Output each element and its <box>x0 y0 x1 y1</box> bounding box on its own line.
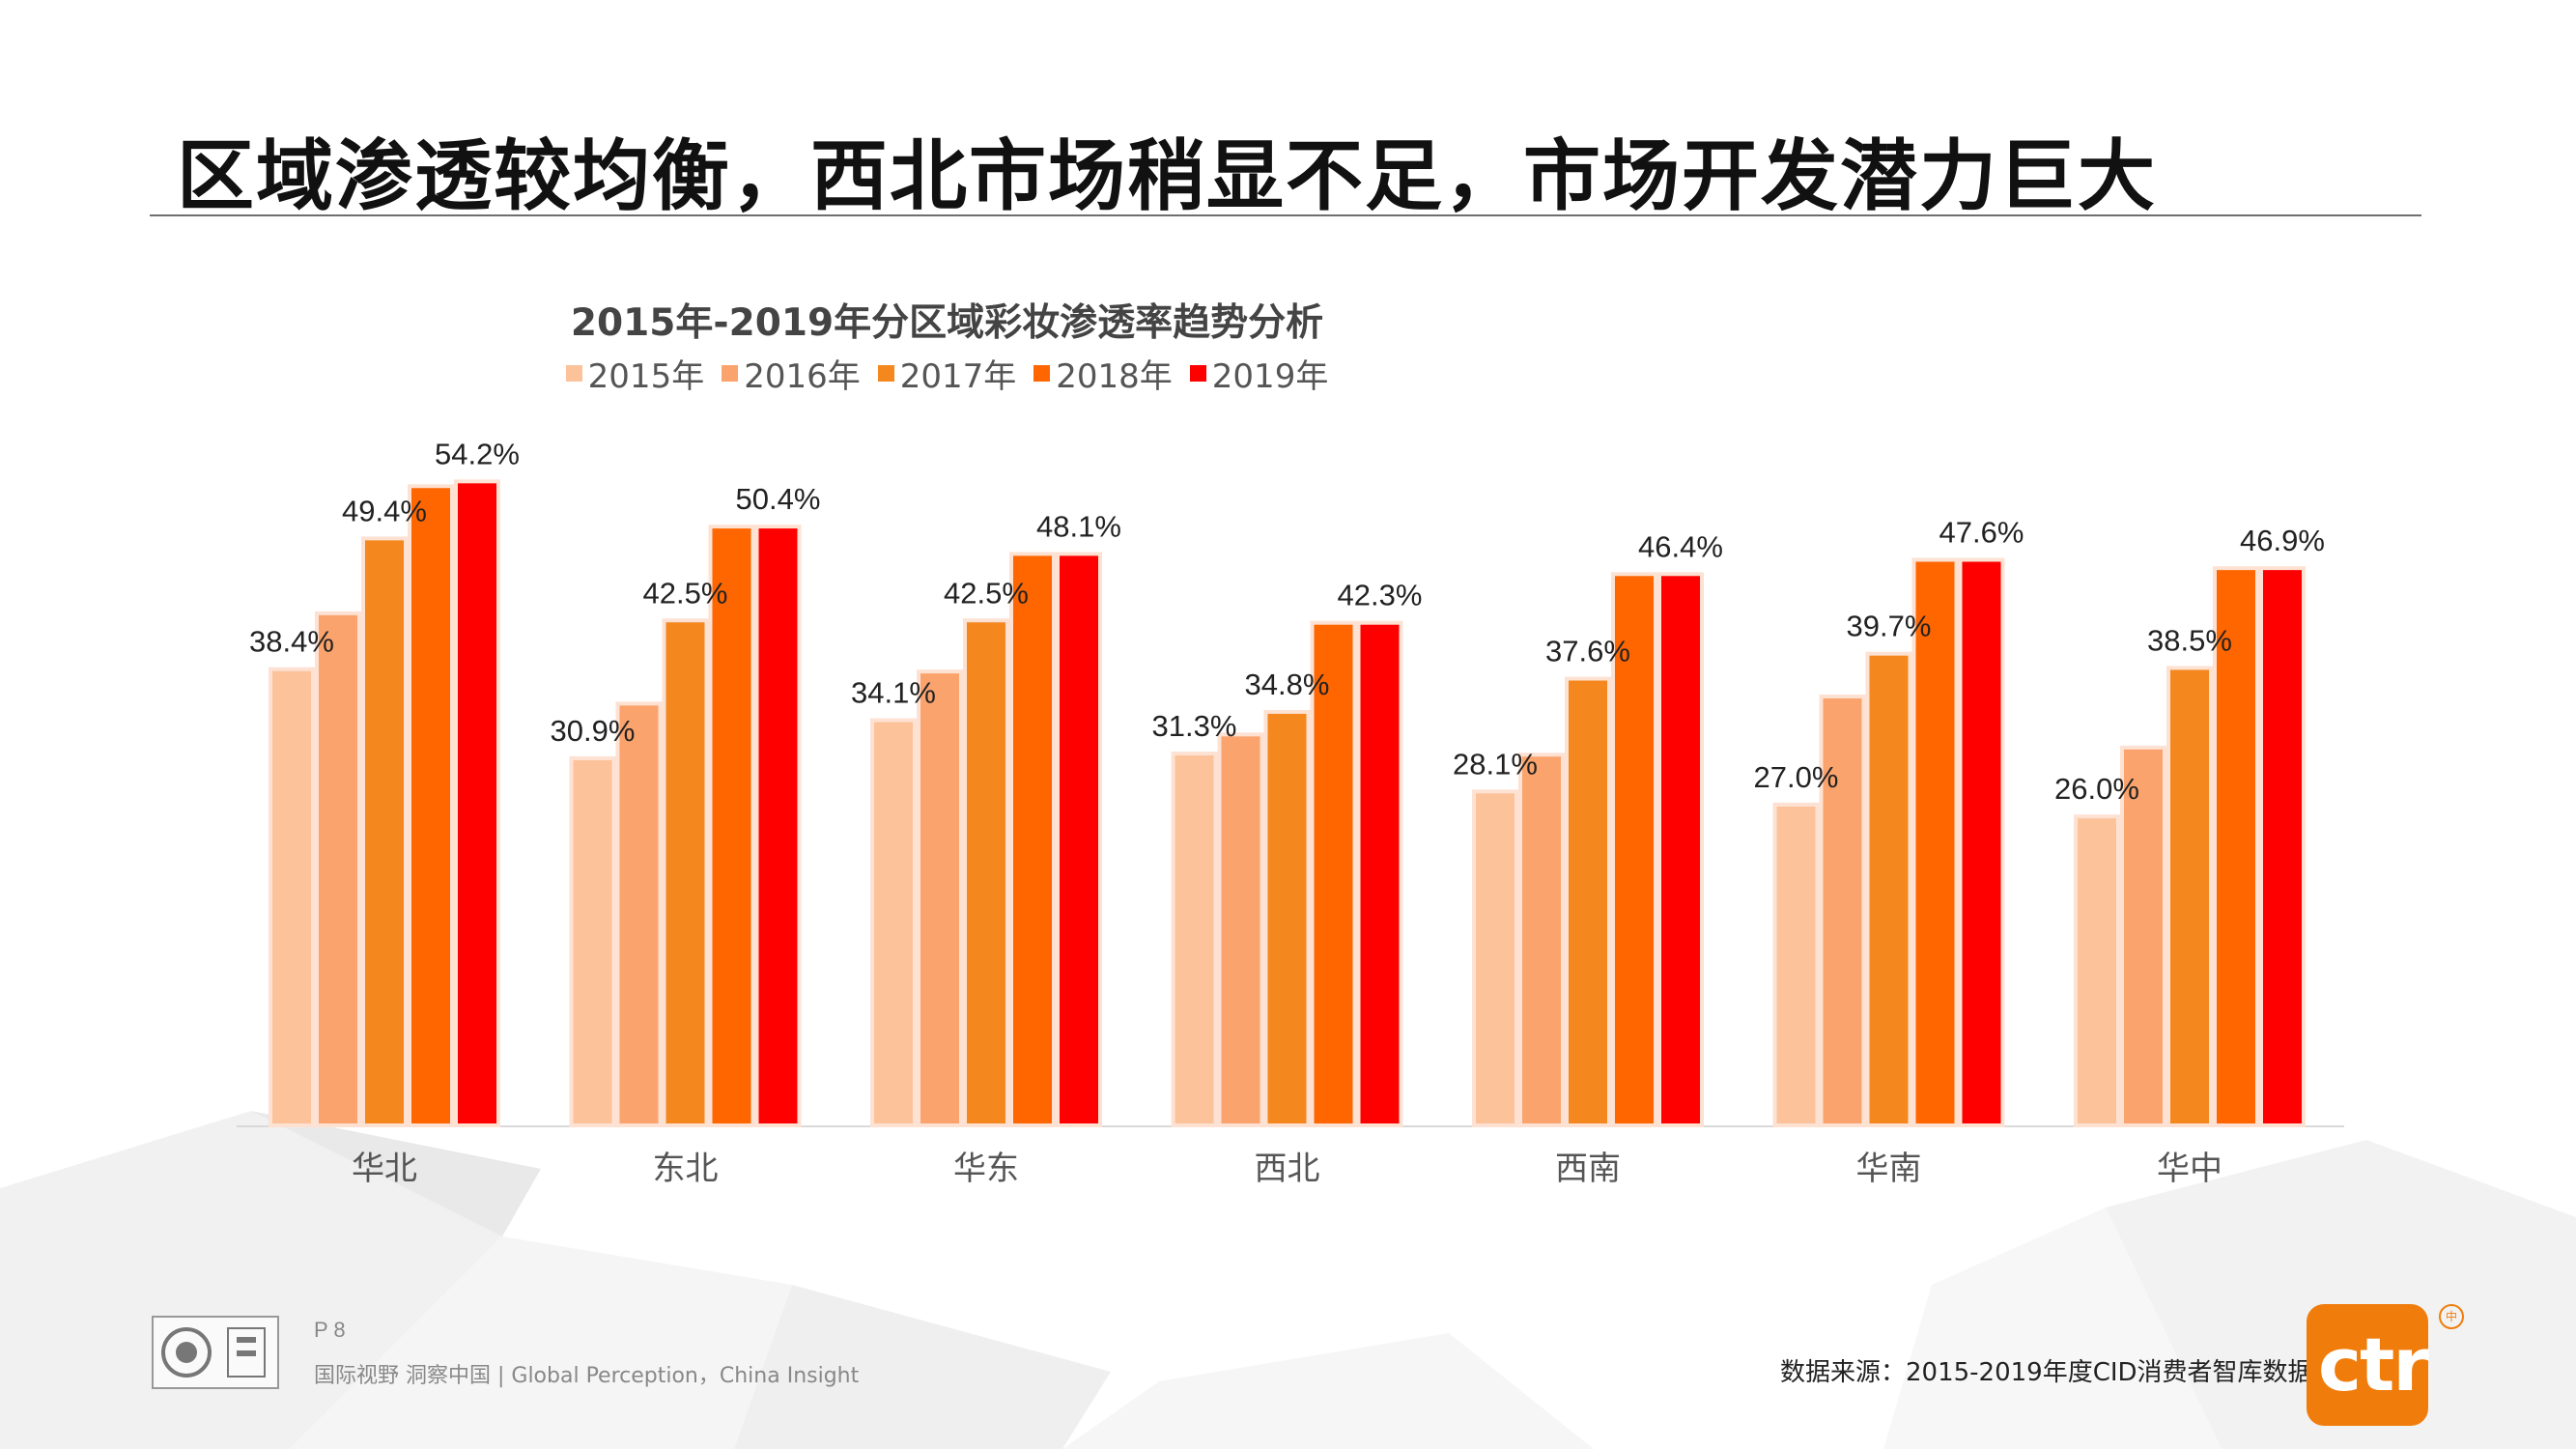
x-tick-label-2: 东北 <box>653 1150 719 1188</box>
bar-2-5 <box>754 525 802 1127</box>
data-label-4: 30.9% <box>551 714 636 748</box>
footer-slogan: 国际视野 洞察中国 | Global Perception，China Insi… <box>314 1364 860 1388</box>
legend-item-4: 2018年 <box>1033 350 1173 397</box>
bar-2-3 <box>662 618 709 1127</box>
x-tick-label-7: 华中 <box>2157 1150 2222 1188</box>
x-tick-label-6: 华南 <box>1856 1150 1922 1188</box>
data-label-19: 26.0% <box>2054 772 2139 806</box>
bar-7-4 <box>2213 566 2259 1127</box>
bar-3-1 <box>870 718 917 1127</box>
bar-4-4 <box>1310 620 1357 1127</box>
certification-badge <box>152 1316 279 1389</box>
data-source-note: 数据来源：2015-2019年度CID消费者智库数据 <box>1780 1358 2313 1387</box>
legend-swatch-2 <box>722 365 739 382</box>
data-label-15: 46.4% <box>1638 529 1723 563</box>
data-label-1: 38.4% <box>249 625 334 659</box>
bar-4-3 <box>1263 709 1311 1128</box>
x-tick-label-4: 西北 <box>1255 1150 1320 1188</box>
legend-swatch-5 <box>1189 365 1206 382</box>
slide-title: 区域渗透较均衡，西北市场稍显不足，市场开发潜力巨大 <box>177 131 2157 221</box>
legend-item-3: 2017年 <box>877 350 1017 397</box>
bar-1-1 <box>269 667 315 1127</box>
data-label-16: 27.0% <box>1754 760 1839 794</box>
bar-3-5 <box>1056 552 1102 1127</box>
bar-5-2 <box>1518 753 1565 1127</box>
legend-item-2: 2016年 <box>722 350 861 397</box>
bar-5-4 <box>1611 572 1657 1127</box>
legend-label-3: 2017年 <box>899 357 1017 396</box>
bar-4-2 <box>1217 732 1264 1128</box>
sgs-seal-icon <box>161 1327 212 1378</box>
bar-2-2 <box>615 701 663 1127</box>
title-divider <box>150 214 2421 216</box>
data-label-8: 42.5% <box>944 576 1029 610</box>
bar-3-3 <box>963 618 1009 1127</box>
data-label-14: 37.6% <box>1545 635 1630 668</box>
data-label-13: 28.1% <box>1453 747 1538 781</box>
bar-3-2 <box>917 669 963 1127</box>
legend-swatch-3 <box>877 365 894 382</box>
data-label-12: 42.3% <box>1338 579 1423 612</box>
bar-1-5 <box>454 479 500 1127</box>
bar-1-4 <box>408 484 454 1127</box>
data-label-11: 34.8% <box>1245 668 1330 701</box>
page-number: P 8 <box>314 1318 346 1342</box>
data-label-21: 46.9% <box>2240 524 2325 557</box>
bar-7-5 <box>2259 566 2306 1127</box>
data-label-17: 39.7% <box>1847 610 1932 643</box>
ctr-logo-text: ctr <box>2318 1321 2429 1407</box>
bar-6-5 <box>1958 557 2005 1127</box>
registered-mark-icon: 中 <box>2439 1304 2464 1329</box>
legend-label-2: 2016年 <box>744 357 861 396</box>
bar-2-1 <box>569 755 616 1127</box>
chart-legend: 2015年 2016年 2017年 2018年 2019年 <box>0 350 1894 397</box>
data-label-20: 38.5% <box>2147 623 2232 657</box>
data-label-9: 48.1% <box>1036 509 1121 543</box>
bar-2-4 <box>708 525 755 1127</box>
data-label-5: 42.5% <box>643 576 728 610</box>
legend-label-1: 2015年 <box>587 357 705 396</box>
bar-3-4 <box>1009 552 1056 1127</box>
bar-6-1 <box>1772 802 1820 1128</box>
chart-title: 2015年-2019年分区域彩妆渗透率趋势分析 <box>570 301 1324 345</box>
legend-label-5: 2019年 <box>1211 357 1329 396</box>
bar-7-2 <box>2120 745 2166 1127</box>
bar-4-5 <box>1356 620 1403 1127</box>
legend-item-5: 2019年 <box>1189 350 1329 397</box>
ukas-mark-icon <box>227 1327 266 1378</box>
bar-5-1 <box>1472 789 1518 1127</box>
legend-label-4: 2018年 <box>1056 357 1173 396</box>
bar-6-3 <box>1865 651 1912 1127</box>
data-label-10: 31.3% <box>1152 709 1237 743</box>
bar-7-1 <box>2074 814 2120 1127</box>
bar-7-3 <box>2166 666 2213 1127</box>
legend-swatch-4 <box>1033 365 1051 382</box>
bar-6-4 <box>1911 557 1959 1127</box>
x-tick-label-5: 西南 <box>1555 1150 1621 1188</box>
bar-1-2 <box>315 611 361 1127</box>
bar-6-2 <box>1819 694 1866 1127</box>
legend-swatch-1 <box>565 365 582 382</box>
legend-item-1: 2015年 <box>565 350 705 397</box>
bar-4-1 <box>1171 752 1218 1127</box>
data-label-3: 54.2% <box>435 437 520 470</box>
bar-5-3 <box>1565 676 1611 1128</box>
data-label-2: 49.4% <box>342 494 427 527</box>
x-tick-label-3: 华东 <box>953 1150 1019 1188</box>
data-label-18: 47.6% <box>1939 516 2024 550</box>
bar-5-5 <box>1657 572 1704 1127</box>
bar-1-3 <box>361 536 408 1127</box>
data-label-7: 34.1% <box>851 676 936 710</box>
ctr-logo <box>2307 1304 2428 1426</box>
x-tick-label-1: 华北 <box>352 1150 417 1188</box>
data-label-6: 50.4% <box>736 482 821 516</box>
